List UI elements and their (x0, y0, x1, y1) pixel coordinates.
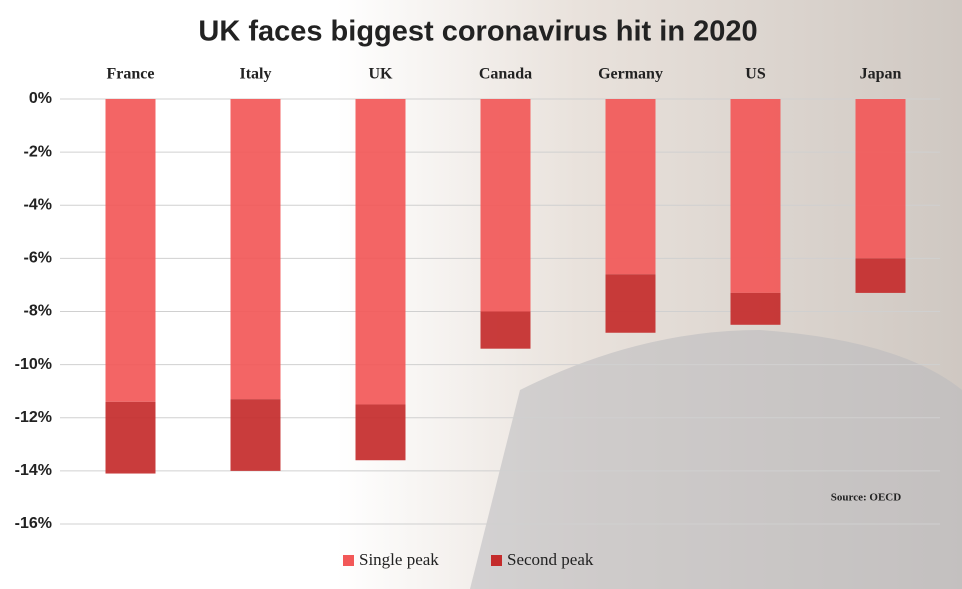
x-tick-label: Canada (479, 66, 532, 83)
y-tick-label: -14% (15, 462, 52, 479)
x-tick-label: Japan (860, 66, 902, 83)
y-tick-label: -12% (15, 409, 52, 426)
y-tick-label: -8% (24, 303, 52, 320)
bar-segment (855, 99, 906, 259)
legend-swatch (343, 555, 354, 566)
y-tick-label: -4% (24, 196, 52, 213)
bar-segment (355, 404, 406, 461)
bar-segment (480, 99, 531, 312)
bar-segment (605, 99, 656, 275)
bar-segment (730, 292, 781, 325)
y-tick-label: 0% (29, 90, 52, 107)
y-tick-label: -10% (15, 356, 52, 373)
bar-segment (355, 99, 406, 405)
x-tick-label: UK (369, 66, 394, 83)
bar-segment (105, 99, 156, 402)
bar-segment (230, 99, 281, 400)
bar-segment (105, 401, 156, 474)
source: Source: OECD (831, 492, 901, 504)
x-tick-label: Italy (240, 66, 272, 83)
y-tick-label: -6% (24, 250, 52, 267)
x-tick-label: Germany (598, 66, 663, 83)
legend-label: Single peak (359, 550, 439, 569)
x-tick-label: France (107, 66, 155, 83)
y-tick-label: -16% (15, 515, 52, 532)
bar-segment (230, 399, 281, 471)
bar-segment (855, 258, 906, 293)
chart-title: UK faces biggest coronavirus hit in 2020 (198, 16, 757, 48)
x-tick-label: US (745, 66, 766, 83)
legend-swatch (491, 555, 502, 566)
bar-segment (480, 311, 531, 349)
y-tick-label: -2% (24, 143, 52, 160)
legend-label: Second peak (507, 550, 594, 569)
bar-segment (730, 99, 781, 293)
bar-segment (605, 274, 656, 333)
